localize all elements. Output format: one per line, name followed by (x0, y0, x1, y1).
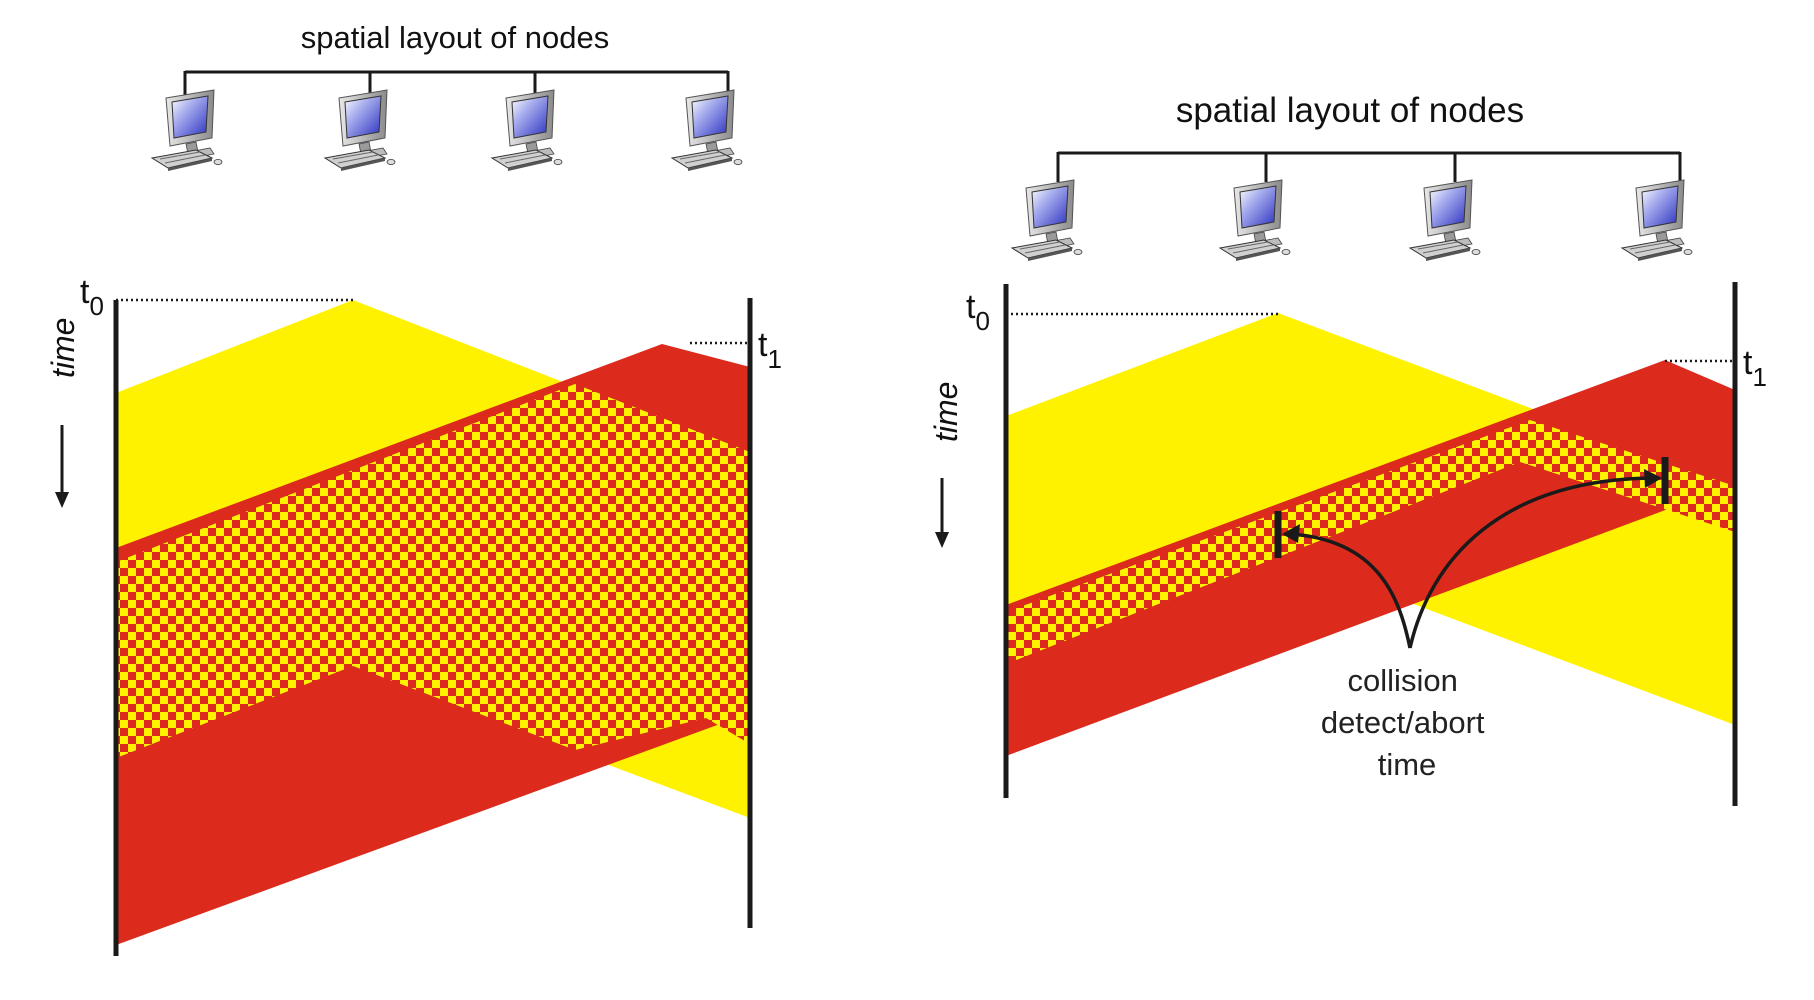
computer-icon (491, 89, 563, 172)
computer-icon (671, 89, 743, 172)
left-bus-line (183, 70, 730, 96)
right-time-label: time (928, 382, 964, 442)
left-time-label: time (45, 318, 81, 378)
right-panel: spatial layout of nodes (928, 91, 1767, 806)
right-bus-line (1056, 151, 1682, 182)
right-time-arrow (935, 478, 949, 548)
collision-annotation: collision detect/abort time (1321, 663, 1493, 782)
computer-icon (1409, 179, 1481, 262)
computer-icon (324, 89, 396, 172)
computer-icon (1219, 179, 1291, 262)
right-arrowhead-left (1282, 524, 1300, 543)
computer-icon (1011, 179, 1083, 262)
right-collision-arrows (1289, 476, 1653, 649)
computer-icon (151, 89, 223, 172)
left-time-arrow (55, 425, 69, 508)
right-t1-label: t1 (1743, 344, 1767, 392)
right-panel-title: spatial layout of nodes (1176, 91, 1524, 130)
right-arrowhead-right (1644, 469, 1662, 488)
computer-icon (1621, 179, 1693, 262)
left-panel-title: spatial layout of nodes (301, 20, 610, 55)
right-t0-label: t0 (966, 288, 990, 336)
left-panel: spatial layout of nodes t0 t1 time (45, 20, 782, 956)
left-t0-label: t0 (80, 273, 104, 321)
left-t1-label: t1 (758, 326, 782, 374)
left-collision-region (116, 384, 750, 758)
